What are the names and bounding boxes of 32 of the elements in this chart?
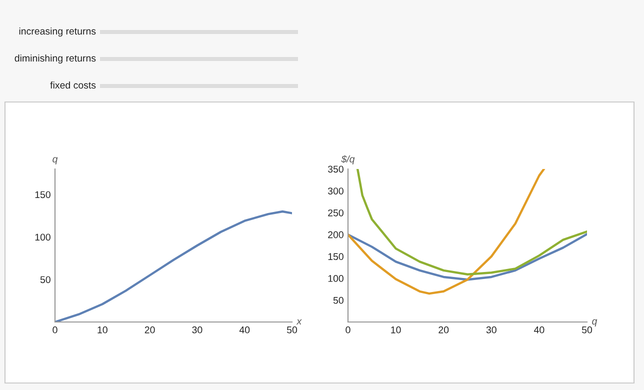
x-tick-label: 10 xyxy=(98,326,108,334)
x-tick-label: 40 xyxy=(534,326,544,334)
line-series xyxy=(356,169,587,276)
y-axis-title: q xyxy=(52,157,58,164)
x-tick-label: 50 xyxy=(286,326,298,334)
text: fixed costs xyxy=(50,81,96,89)
y-tick-label: 350 xyxy=(328,166,344,173)
y-tick-label: 300 xyxy=(328,188,344,194)
y-tick-label: 100 xyxy=(35,234,50,241)
y-tick-label: 200 xyxy=(328,231,344,238)
y-tick-label: 100 xyxy=(328,275,344,282)
x-tick-label: 40 xyxy=(239,326,250,334)
x-axis-title: q xyxy=(592,319,598,327)
y-tick-label: 150 xyxy=(328,253,344,260)
line-series xyxy=(348,169,546,295)
y-tick-label: 50 xyxy=(40,276,50,284)
x-tick-label: 20 xyxy=(438,326,449,334)
x-tick-label: 0 xyxy=(346,326,350,334)
y-tick-label: 250 xyxy=(328,209,344,216)
line-series xyxy=(348,233,587,281)
x-tick-label: 10 xyxy=(391,326,401,334)
x-tick-label: 30 xyxy=(192,326,202,334)
text: increasing returns xyxy=(19,27,96,37)
x-axis-title: x xyxy=(296,319,302,325)
text: diminishing returns xyxy=(14,54,96,64)
x-tick-label: 0 xyxy=(52,326,58,334)
x-tick-label: 50 xyxy=(582,326,592,334)
y-axis-title: $/q xyxy=(341,155,355,164)
y-tick-label: 50 xyxy=(333,296,344,304)
y-tick-label: 150 xyxy=(35,191,50,198)
x-tick-label: 20 xyxy=(144,326,155,334)
x-tick-label: 30 xyxy=(486,326,496,334)
